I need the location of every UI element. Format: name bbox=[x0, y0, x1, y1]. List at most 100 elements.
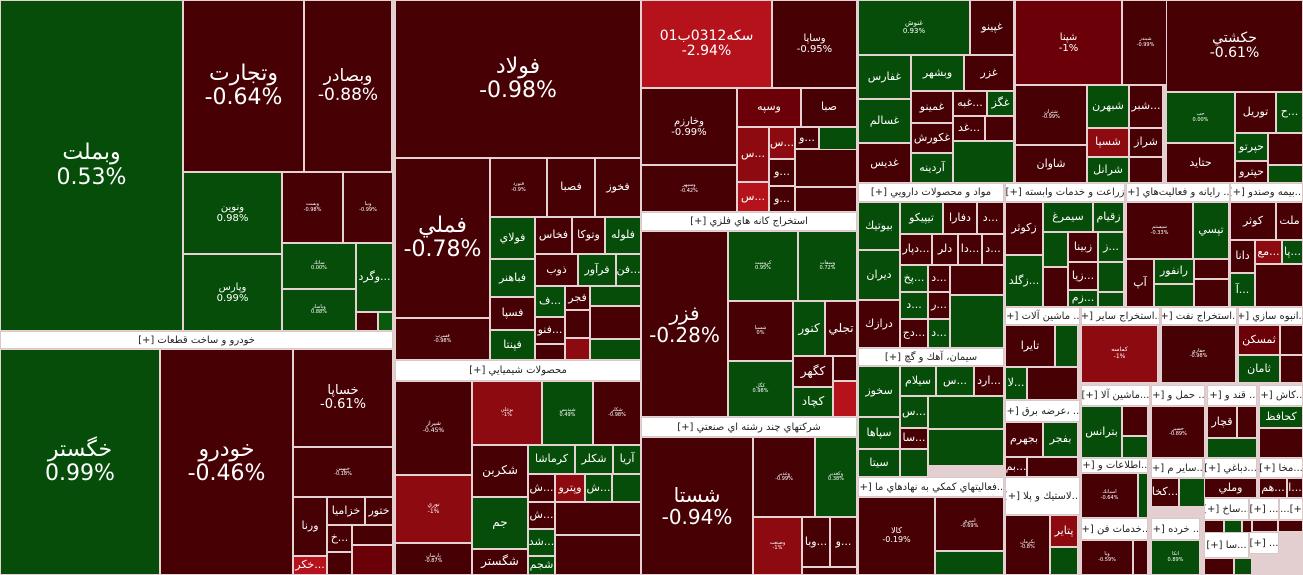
tile-pakhdots[interactable]: ...پخ bbox=[900, 265, 928, 292]
tile-vtejarat[interactable]: وتجارت -0.64% bbox=[183, 0, 304, 172]
tile-misc[interactable] bbox=[1122, 406, 1148, 436]
tile-sdots5[interactable]: ...س bbox=[900, 396, 928, 428]
sector-header-oil_mining[interactable]: ...استخراج نفت [+] bbox=[1161, 307, 1237, 325]
tile-shdots1[interactable]: ...ش bbox=[528, 474, 555, 502]
sector-header-machinery2[interactable]: ...ماشين آلا [+] bbox=[1081, 385, 1150, 406]
tile-misc[interactable] bbox=[985, 116, 1014, 141]
tile-ghpino[interactable]: غپينو bbox=[970, 0, 1014, 55]
tile-vpars[interactable]: وپارس 0.99% bbox=[183, 254, 282, 331]
tile-vbmellat[interactable]: وبملت 0.53% bbox=[0, 0, 183, 331]
sector-header-dots1[interactable]: ... [+] bbox=[1249, 498, 1279, 520]
tile-shpdis[interactable]: شپديس 0.49% bbox=[542, 381, 593, 445]
tile-varna[interactable]: ورنا bbox=[293, 497, 327, 556]
tile-tajali[interactable]: تجلي bbox=[825, 301, 857, 356]
tile-misc[interactable] bbox=[1154, 284, 1194, 307]
sector-header-other_m[interactable]: ...ساير م [+] bbox=[1151, 458, 1203, 478]
tile-misc[interactable] bbox=[1207, 438, 1257, 458]
tile-saman[interactable]: ثامان bbox=[1238, 355, 1280, 383]
tile-fandots[interactable]: ...فن bbox=[616, 254, 641, 286]
tile-hprto[interactable]: حپرتو bbox=[1235, 133, 1268, 161]
tile-ddots1[interactable]: ...د bbox=[977, 202, 1004, 234]
tile-misc[interactable] bbox=[950, 265, 1004, 295]
tile-madots[interactable]: ...مع bbox=[1255, 240, 1282, 264]
tile-sdots4[interactable]: ...س bbox=[936, 366, 974, 396]
tile-satak[interactable]: ساتك 0.00% bbox=[282, 243, 356, 289]
tile-misc[interactable] bbox=[1098, 292, 1124, 307]
tile-saba[interactable]: صبا bbox=[801, 88, 857, 127]
sector-header-insurance[interactable]: ...بيمه وصندو [+] bbox=[1230, 183, 1303, 202]
tile-fbahonar[interactable]: فباهنر bbox=[490, 259, 535, 297]
tile-vpasar[interactable]: وپاسار 0.88% bbox=[282, 289, 356, 331]
tile-ghaddots[interactable]: ...غد bbox=[953, 116, 985, 141]
tile-shbrdots[interactable]: ...شبر bbox=[1129, 85, 1163, 128]
tile-khgostar[interactable]: خگستر 0.99% bbox=[0, 349, 160, 575]
tile-noori[interactable]: نوري -1% bbox=[395, 475, 472, 543]
tile-shranol[interactable]: شرانل bbox=[1087, 157, 1129, 183]
tile-foolai[interactable]: فولاي bbox=[490, 217, 535, 259]
tile-fezar[interactable]: فزر -0.28% bbox=[641, 231, 728, 417]
tile-misc[interactable] bbox=[327, 552, 352, 575]
tile-vpetro[interactable]: وپترو bbox=[555, 474, 585, 502]
tile-dlar[interactable]: دلر bbox=[932, 234, 958, 265]
tile-misc[interactable] bbox=[1122, 436, 1148, 458]
tile-misc[interactable] bbox=[1280, 325, 1303, 355]
sector-header-pharma[interactable]: مواد و محصولات دارويي [+] bbox=[858, 183, 1004, 202]
tile-shdots2[interactable]: ...ش bbox=[585, 474, 612, 502]
tile-sdots3[interactable]: ...س bbox=[737, 182, 769, 212]
sector-header-sa[interactable]: ...سا [+] bbox=[1204, 532, 1249, 558]
tile-khbahman[interactable]: خبهمن -0.18% bbox=[293, 447, 393, 497]
tile-sepaha[interactable]: سپاها bbox=[858, 417, 900, 449]
tile-misc[interactable] bbox=[1268, 165, 1303, 183]
sector-header-build[interactable]: ...ساخ [+] bbox=[1204, 498, 1249, 520]
tile-fkhas[interactable]: فخاس bbox=[535, 217, 572, 254]
tile-misc[interactable] bbox=[352, 525, 393, 545]
tile-ghzar[interactable]: غزر bbox=[964, 55, 1014, 91]
sector-header-machinery[interactable]: ... ماشين آلات [+] bbox=[1005, 307, 1080, 325]
tile-misc[interactable] bbox=[555, 535, 641, 575]
tile-misc[interactable] bbox=[565, 338, 590, 360]
sector-header-dots1[interactable]: ... [+] bbox=[1249, 532, 1279, 554]
tile-shkarbon[interactable]: شكربن bbox=[472, 445, 528, 497]
tile-vdots2[interactable]: ...و bbox=[769, 159, 795, 186]
tile-vmeli[interactable]: وملي bbox=[1204, 478, 1257, 498]
tile-amiri[interactable]: اميري -0.69% bbox=[935, 497, 1004, 551]
tile-misc[interactable] bbox=[555, 502, 641, 535]
tile-misc[interactable] bbox=[802, 567, 857, 575]
tile-vtooka[interactable]: وتوكا bbox=[572, 217, 605, 254]
tile-shbandar[interactable]: شبندر -0.99% bbox=[1122, 0, 1169, 85]
tile-diran[interactable]: ديران bbox=[858, 250, 900, 300]
tile-kala[interactable]: كالا -0.19% bbox=[858, 497, 935, 575]
sector-header-cement[interactable]: سيمان، آهك و گچ [+] bbox=[858, 348, 1004, 366]
tile-ghchar[interactable]: قچار bbox=[1207, 406, 1237, 438]
tile-kermasha[interactable]: كرماشا bbox=[528, 445, 575, 474]
tile-ghfars[interactable]: غفارس bbox=[858, 55, 911, 99]
tile-khafez[interactable]: كحافظ bbox=[1259, 406, 1303, 428]
tile-simorgh[interactable]: سيمرغ bbox=[1043, 202, 1093, 232]
tile-zyadots[interactable]: ...زيا bbox=[1068, 262, 1098, 290]
tile-ghbedots[interactable]: ...غبه bbox=[953, 91, 987, 116]
tile-shtran[interactable]: شتران -0.99% bbox=[1015, 85, 1087, 145]
tile-shasta[interactable]: شستا -0.94% bbox=[641, 437, 753, 575]
tile-shgostar[interactable]: شگستر bbox=[472, 549, 528, 575]
tile-ghgaz[interactable]: غگز bbox=[987, 91, 1014, 116]
tile-knoor[interactable]: كنور bbox=[793, 301, 825, 356]
tile-hamdots[interactable]: ...هم bbox=[1259, 478, 1287, 498]
tile-khodro[interactable]: خودرو -0.46% bbox=[160, 349, 293, 575]
tile-ghmino[interactable]: غمينو bbox=[911, 91, 953, 123]
tile-floole[interactable]: فلوله bbox=[605, 217, 641, 254]
tile-vdots4[interactable]: ...و bbox=[830, 517, 857, 567]
tile-misc[interactable] bbox=[1194, 279, 1229, 307]
sector-header-tanning[interactable]: ...دباغي [+] bbox=[1204, 458, 1257, 478]
tile-dfara[interactable]: دفارا bbox=[943, 202, 977, 234]
tile-ghkoorosh[interactable]: غكورش bbox=[911, 123, 953, 153]
tile-sdots1[interactable]: ...س bbox=[737, 127, 769, 182]
sector-header-other_mining[interactable]: ...استخراج ساير [+] bbox=[1081, 307, 1160, 325]
tile-misc[interactable] bbox=[928, 396, 1004, 429]
tile-zghiam[interactable]: زقيام bbox=[1093, 202, 1124, 232]
tile-vsanat[interactable]: وصنعت -1% bbox=[753, 517, 802, 575]
tile-fsmall[interactable]: فنورد -0.9% bbox=[490, 158, 547, 217]
tile-rdots[interactable]: ...ر bbox=[928, 292, 950, 319]
tile-shraz[interactable]: شراز bbox=[1129, 128, 1163, 157]
tile-foolad[interactable]: فولاد -0.98% bbox=[395, 0, 641, 158]
tile-vpost[interactable]: وپست -0.98% bbox=[282, 172, 343, 243]
